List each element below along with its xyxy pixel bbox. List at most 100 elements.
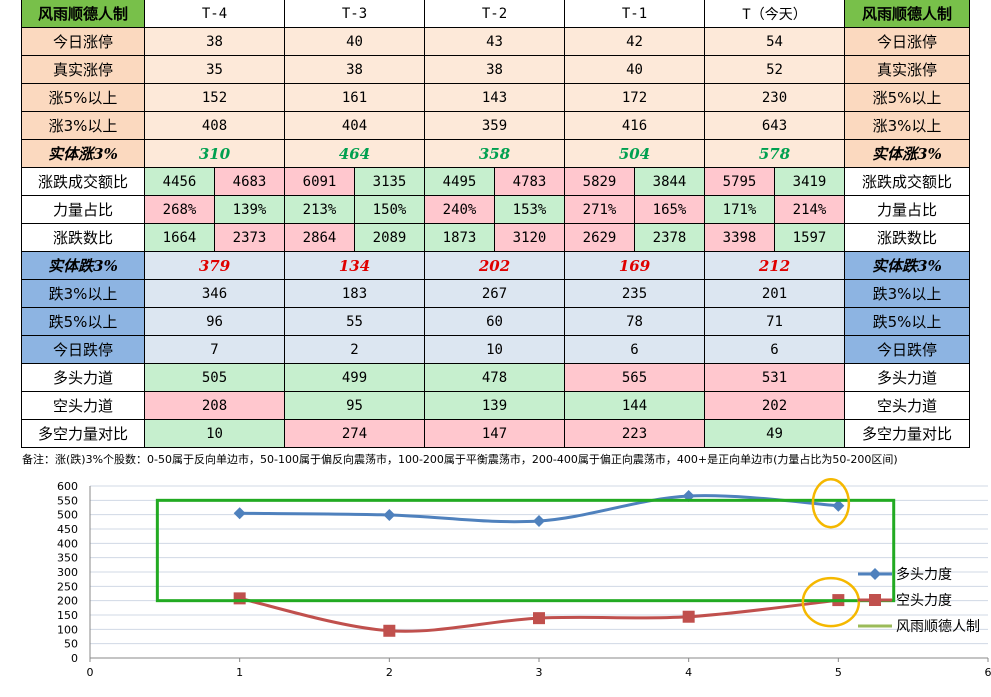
y-tick-label: 600: [57, 480, 78, 493]
table-cell: 95: [285, 392, 425, 420]
row-label-right: 跌5%以上: [845, 308, 970, 336]
table-left-border: [21, 0, 22, 448]
table-cell: 7: [145, 336, 285, 364]
column-header: T-4: [145, 0, 285, 28]
row-label: 跌3%以上: [22, 280, 145, 308]
x-tick-label: 0: [87, 666, 94, 679]
table-cell-right: 3419: [775, 168, 845, 196]
table-cell-left: 171%: [705, 196, 775, 224]
column-header: T-2: [425, 0, 565, 28]
y-tick-label: 200: [57, 595, 78, 608]
table-cell: 10: [145, 420, 285, 448]
table-cell: 147: [425, 420, 565, 448]
table-cell: 134: [285, 252, 425, 280]
table-cell: 144: [565, 392, 705, 420]
table-cell: 565: [565, 364, 705, 392]
table-cell-right: 214%: [775, 196, 845, 224]
table-cell: 71: [705, 308, 845, 336]
table-cell-left: 5795: [705, 168, 775, 196]
x-tick-label: 5: [835, 666, 842, 679]
legend-marker: [869, 568, 881, 580]
data-point-square: [682, 610, 695, 623]
legend-label: 空头力度: [896, 593, 952, 609]
row-label: 力量占比: [22, 196, 145, 224]
row-label: 涨跌成交额比: [22, 168, 145, 196]
row-label: 涨5%以上: [22, 84, 145, 112]
y-tick-label: 150: [57, 609, 78, 622]
legend-label: 风雨顺德人制: [896, 619, 980, 635]
table-cell: 478: [425, 364, 565, 392]
data-point-square: [533, 612, 545, 625]
table-cell-left: 268%: [145, 196, 215, 224]
y-tick-label: 100: [57, 623, 78, 636]
table-cell-right: 3120: [495, 224, 565, 252]
table-cell: 6: [705, 336, 845, 364]
table-cell: 35: [145, 56, 285, 84]
table-cell: 54: [705, 28, 845, 56]
table-cell-left: 271%: [565, 196, 635, 224]
table-cell: 230: [705, 84, 845, 112]
y-tick-label: 550: [57, 494, 78, 507]
row-label-right: 实体涨3%: [845, 140, 970, 168]
y-tick-label: 50: [64, 638, 78, 651]
table-cell-left: 6091: [285, 168, 355, 196]
table-cell: 359: [425, 112, 565, 140]
data-point-diamond: [233, 507, 246, 520]
table-cell: 464: [285, 140, 425, 168]
row-label-right: 多头力道: [845, 364, 970, 392]
row-label: 涨3%以上: [22, 112, 145, 140]
table-cell: 40: [565, 56, 705, 84]
table-cell: 2: [285, 336, 425, 364]
table-cell-right: 2373: [215, 224, 285, 252]
y-tick-label: 0: [71, 652, 78, 665]
row-label: 多头力道: [22, 364, 145, 392]
table-cell-left: 213%: [285, 196, 355, 224]
table-cell: 152: [145, 84, 285, 112]
data-point-diamond: [383, 508, 396, 521]
legend-label: 多头力度: [896, 566, 952, 583]
row-label: 多空力量对比: [22, 420, 145, 448]
corner-left-label: 风雨顺德人制: [22, 0, 145, 28]
table-cell: 96: [145, 308, 285, 336]
column-header: T-1: [565, 0, 705, 28]
table-cell-left: 5829: [565, 168, 635, 196]
table-cell: 408: [145, 112, 285, 140]
table-cell-right: 165%: [635, 196, 705, 224]
table-cell-right: 4783: [495, 168, 565, 196]
y-tick-label: 500: [57, 509, 78, 522]
table-cell-left: 2864: [285, 224, 355, 252]
row-label-right: 真实涨停: [845, 56, 970, 84]
table-cell: 161: [285, 84, 425, 112]
table-note: 备注：涨(跌)3%个股数：0-50属于反向单边市，50-100属于偏反向震荡市，…: [22, 453, 898, 466]
table-cell: 531: [705, 364, 845, 392]
table-cell-left: 1873: [425, 224, 495, 252]
table-cell: 139: [425, 392, 565, 420]
table-cell: 10: [425, 336, 565, 364]
table-cell: 6: [565, 336, 705, 364]
table-cell-right: 3844: [635, 168, 705, 196]
y-tick-label: 300: [57, 566, 78, 579]
table-cell: 78: [565, 308, 705, 336]
table-cell: 52: [705, 56, 845, 84]
y-tick-label: 400: [57, 537, 78, 550]
row-label: 真实涨停: [22, 56, 145, 84]
table-cell: 499: [285, 364, 425, 392]
table-cell: 235: [565, 280, 705, 308]
column-header: T（今天）: [705, 0, 845, 28]
table-cell: 169: [565, 252, 705, 280]
row-label-right: 实体跌3%: [845, 252, 970, 280]
x-tick-label: 4: [685, 666, 692, 679]
table-cell: 202: [705, 392, 845, 420]
table-cell-right: 153%: [495, 196, 565, 224]
row-label-right: 今日涨停: [845, 28, 970, 56]
table-cell: 274: [285, 420, 425, 448]
table-cell: 504: [565, 140, 705, 168]
table-cell: 172: [565, 84, 705, 112]
legend-marker: [869, 594, 881, 606]
x-tick-label: 3: [536, 666, 543, 679]
table-cell: 404: [285, 112, 425, 140]
row-label: 空头力道: [22, 392, 145, 420]
data-point-diamond: [832, 499, 845, 512]
